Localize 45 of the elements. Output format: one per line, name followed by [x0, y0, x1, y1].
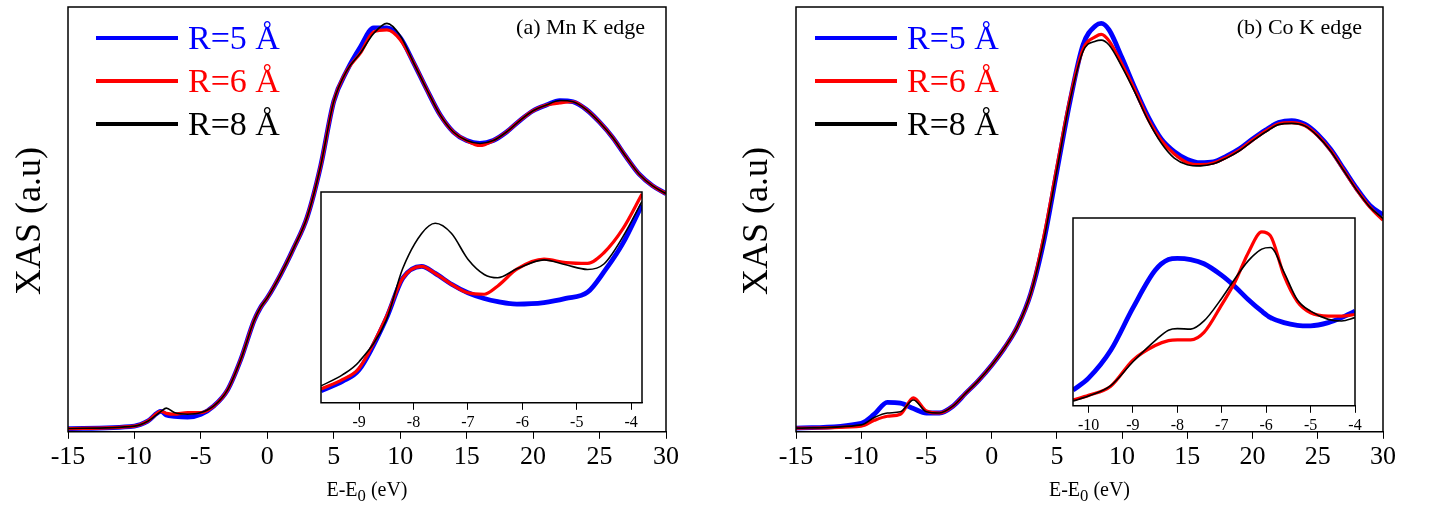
x-axis-title: E-E$_{0}$ (eV)	[325, 478, 409, 506]
x-tick-label: -7	[461, 412, 475, 430]
x-axis-title: E-E$_{0}$ (eV)	[1047, 478, 1132, 506]
y-axis-title: XAS (a.u)	[7, 147, 49, 295]
chart-title: (a) Mn K edge	[516, 14, 645, 40]
x-tick-label: -10	[1077, 415, 1100, 433]
x-tick-label: -9	[1126, 415, 1140, 433]
x-tick-label: 15	[453, 441, 480, 471]
x-tick-label: -5	[570, 412, 584, 430]
x-tick-label: 15	[1174, 441, 1201, 471]
legend-label: R=6 Å	[907, 61, 999, 100]
x-tick-label: -8	[1170, 415, 1185, 433]
x-tick-label: 0	[260, 441, 274, 471]
x-tick-label: -5	[915, 441, 938, 471]
x-tick-label: -10	[843, 441, 879, 471]
x-tick-label: 10	[1109, 441, 1136, 471]
legend-label: R=5 Å	[188, 18, 280, 57]
x-tick-label: 30	[1370, 441, 1396, 471]
x-tick-label: 0	[985, 441, 999, 471]
legend-label: R=6 Å	[188, 61, 280, 100]
x-tick-label: 10	[387, 441, 414, 471]
x-tick-label: 30	[653, 441, 679, 471]
x-tick-label: -15	[778, 441, 814, 471]
x-tick-label: -4	[624, 412, 638, 430]
x-tick-label: -6	[515, 412, 529, 430]
x-tick-label: 5	[1050, 441, 1064, 471]
x-tick-label: -15	[50, 441, 86, 471]
legend-label: R=5 Å	[907, 18, 999, 57]
y-axis-title: XAS (a.u)	[734, 147, 776, 295]
chart-title: (b) Co K edge	[1236, 14, 1362, 40]
x-tick-label: -9	[352, 412, 366, 430]
legend-label: R=8 Å	[907, 104, 999, 143]
x-tick-label: 20	[1239, 441, 1266, 471]
x-tick-label: -5	[1303, 415, 1318, 433]
x-tick-label: -10	[117, 441, 152, 471]
x-tick-label: -6	[1259, 415, 1273, 433]
x-tick-label: 5	[327, 441, 341, 471]
x-tick-label: 25	[1304, 441, 1331, 471]
x-tick-label: 20	[520, 441, 547, 471]
legend-label: R=8 Å	[188, 104, 280, 143]
x-tick-label: -4	[1348, 415, 1362, 433]
x-tick-label: -8	[406, 412, 421, 430]
x-tick-label: -5	[190, 441, 212, 471]
x-tick-label: -7	[1215, 415, 1229, 433]
x-tick-label: 25	[586, 441, 613, 471]
